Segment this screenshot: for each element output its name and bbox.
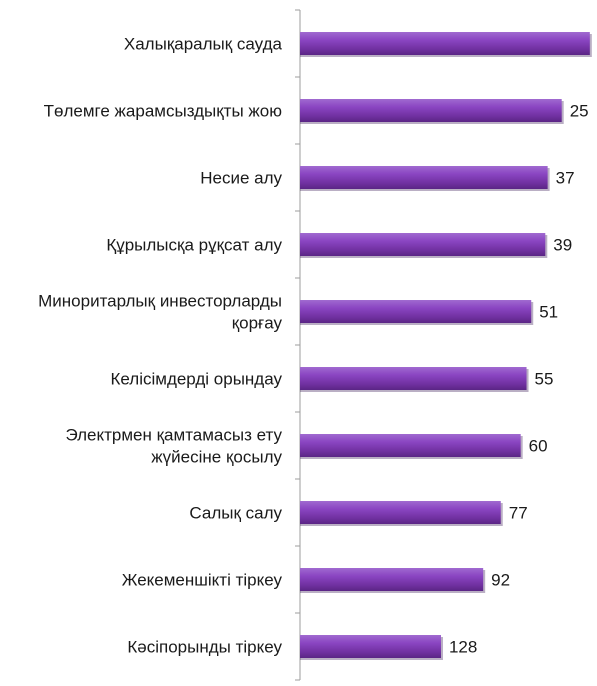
- value-label: 60: [529, 437, 548, 456]
- category-label: Кәсіпорынды тіркеу: [127, 638, 282, 657]
- category-ticks: [295, 9, 300, 681]
- category-label: Несие алу: [200, 169, 282, 188]
- category-label-line: Жекеменшікті тіркеу: [122, 571, 283, 590]
- bar-group: [300, 434, 523, 459]
- bar: [300, 300, 532, 323]
- category-label-line: Құрылысқа рұқсат алу: [106, 236, 282, 255]
- value-label: 51: [539, 303, 558, 322]
- bar: [300, 367, 527, 390]
- bar-group: [300, 99, 564, 124]
- category-label-line: Электрмен қамтамасыз ету: [65, 426, 282, 445]
- value-label: 128: [449, 638, 477, 657]
- value-labels: 12537395155607792128: [449, 102, 589, 657]
- category-label-line: жүйесіне қосылу: [151, 448, 282, 467]
- bar-group: [300, 367, 529, 392]
- bar: [300, 568, 484, 591]
- category-label: Құрылысқа рұқсат алу: [106, 236, 282, 255]
- category-label-line: Миноритарлық инвесторларды: [38, 292, 282, 311]
- value-label: 37: [556, 169, 575, 188]
- category-label: Келісімдерді орындау: [110, 370, 282, 389]
- category-label-line: Халықаралық сауда: [124, 35, 283, 54]
- bar: [300, 501, 501, 524]
- category-label: Халықаралық сауда: [124, 35, 283, 54]
- value-label: 77: [509, 504, 528, 523]
- bar-group: [300, 32, 592, 57]
- category-label: Электрмен қамтамасыз ету жүйесіне қосылу: [65, 426, 282, 467]
- bar-group: [300, 568, 486, 593]
- bar: [300, 635, 441, 658]
- category-label-line: Келісімдерді орындау: [110, 370, 282, 389]
- bar-group: [300, 166, 550, 191]
- bar: [300, 166, 548, 189]
- bar: [300, 99, 562, 122]
- category-label-line: Несие алу: [200, 169, 282, 188]
- category-label-line: Салық салу: [189, 504, 282, 523]
- bar-group: [300, 501, 503, 526]
- category-label-line: қорғау: [232, 314, 283, 333]
- bars: [300, 32, 592, 660]
- bar: [300, 434, 521, 457]
- bar-group: [300, 635, 443, 660]
- bar-group: [300, 233, 548, 258]
- value-label: 39: [553, 236, 572, 255]
- category-label: Миноритарлық инвесторларды қорғау: [38, 292, 282, 333]
- value-label: 55: [535, 370, 554, 389]
- category-labels: Халықаралық сауда Төлемге жарамсыздықты ж…: [38, 35, 282, 657]
- category-label: Төлемге жарамсыздықты жою: [44, 102, 283, 121]
- bar: [300, 233, 546, 256]
- category-label: Салық салу: [189, 504, 282, 523]
- category-label-line: Кәсіпорынды тіркеу: [127, 638, 282, 657]
- category-label-line: Төлемге жарамсыздықты жою: [44, 102, 283, 121]
- bar-group: [300, 300, 534, 325]
- category-label: Жекеменшікті тіркеу: [122, 571, 283, 590]
- value-label: 25: [570, 102, 589, 121]
- value-label: 92: [491, 571, 510, 590]
- bar: [300, 32, 590, 55]
